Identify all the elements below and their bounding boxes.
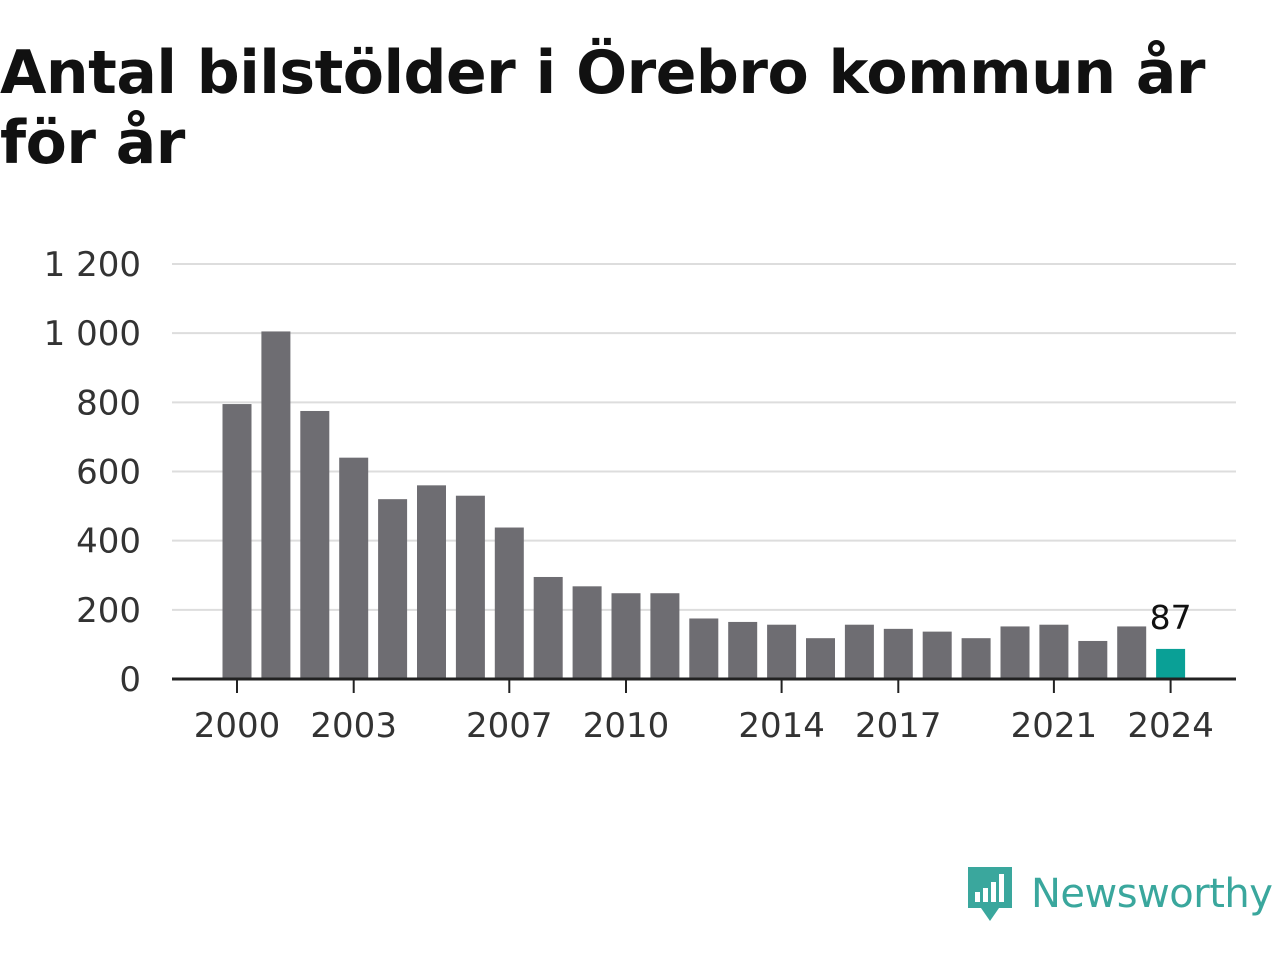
bar-2020 <box>1000 626 1030 679</box>
bar-chart: 0 200 400 600 800 1 000 1 200 2000 2003 2007 2010… <box>44 245 1236 746</box>
bar-2009 <box>572 586 602 679</box>
newsworthy-brand: Newsworthy <box>965 862 1273 926</box>
bar-2014 <box>767 624 797 679</box>
brand-name: Newsworthy <box>1031 871 1273 917</box>
x-tick-label: 2010 <box>583 706 670 746</box>
data-label-2024: 87 <box>1150 598 1192 637</box>
newsworthy-logo-icon <box>968 867 1012 921</box>
bar-2013 <box>728 621 758 679</box>
y-tick-label: 200 <box>76 591 141 631</box>
bar-2019 <box>961 638 991 679</box>
x-tick-label: 2017 <box>855 706 942 746</box>
bar-2017 <box>883 628 913 679</box>
bar-2003 <box>339 457 369 679</box>
x-axis-ticks: 2000 2003 2007 2010 2014 2017 2021 2024 <box>194 679 1214 746</box>
bar-2016 <box>844 624 874 679</box>
bar-2000 <box>222 404 252 679</box>
bar-2018 <box>922 631 952 679</box>
x-tick-label: 2021 <box>1011 706 1098 746</box>
y-tick-label: 1 200 <box>44 245 141 285</box>
gridlines <box>172 263 1236 611</box>
bar-2008 <box>533 576 563 679</box>
bar-2024 <box>1156 648 1186 679</box>
bar-2005 <box>417 485 446 679</box>
y-tick-label: 800 <box>76 383 141 423</box>
bar-2023 <box>1117 626 1147 679</box>
bars <box>222 331 1186 679</box>
bar-2011 <box>650 593 680 679</box>
data-labels: 87 <box>1150 598 1192 637</box>
bar-2007 <box>494 527 524 679</box>
bar-2004 <box>378 499 408 679</box>
x-tick-label: 2003 <box>310 706 397 746</box>
bar-2015 <box>806 638 835 679</box>
x-tick-label: 2000 <box>194 706 281 746</box>
bar-2022 <box>1078 640 1108 679</box>
y-tick-label: 600 <box>76 453 141 493</box>
y-tick-label: 0 <box>119 660 141 700</box>
chart-title: Antal bilstölder i Örebro kommun år för … <box>0 38 1206 178</box>
y-tick-label: 1 000 <box>44 314 141 354</box>
x-tick-label: 2007 <box>466 706 553 746</box>
y-axis-ticks: 0 200 400 600 800 1 000 1 200 <box>44 245 141 700</box>
bar-2001 <box>261 331 291 679</box>
bar-2021 <box>1039 624 1069 679</box>
bar-2006 <box>455 495 485 679</box>
bar-2012 <box>689 618 719 679</box>
x-tick-label: 2014 <box>738 706 825 746</box>
bar-2002 <box>300 410 330 679</box>
y-tick-label: 400 <box>76 522 141 562</box>
bar-2010 <box>611 593 641 679</box>
x-tick-label: 2024 <box>1127 706 1214 746</box>
